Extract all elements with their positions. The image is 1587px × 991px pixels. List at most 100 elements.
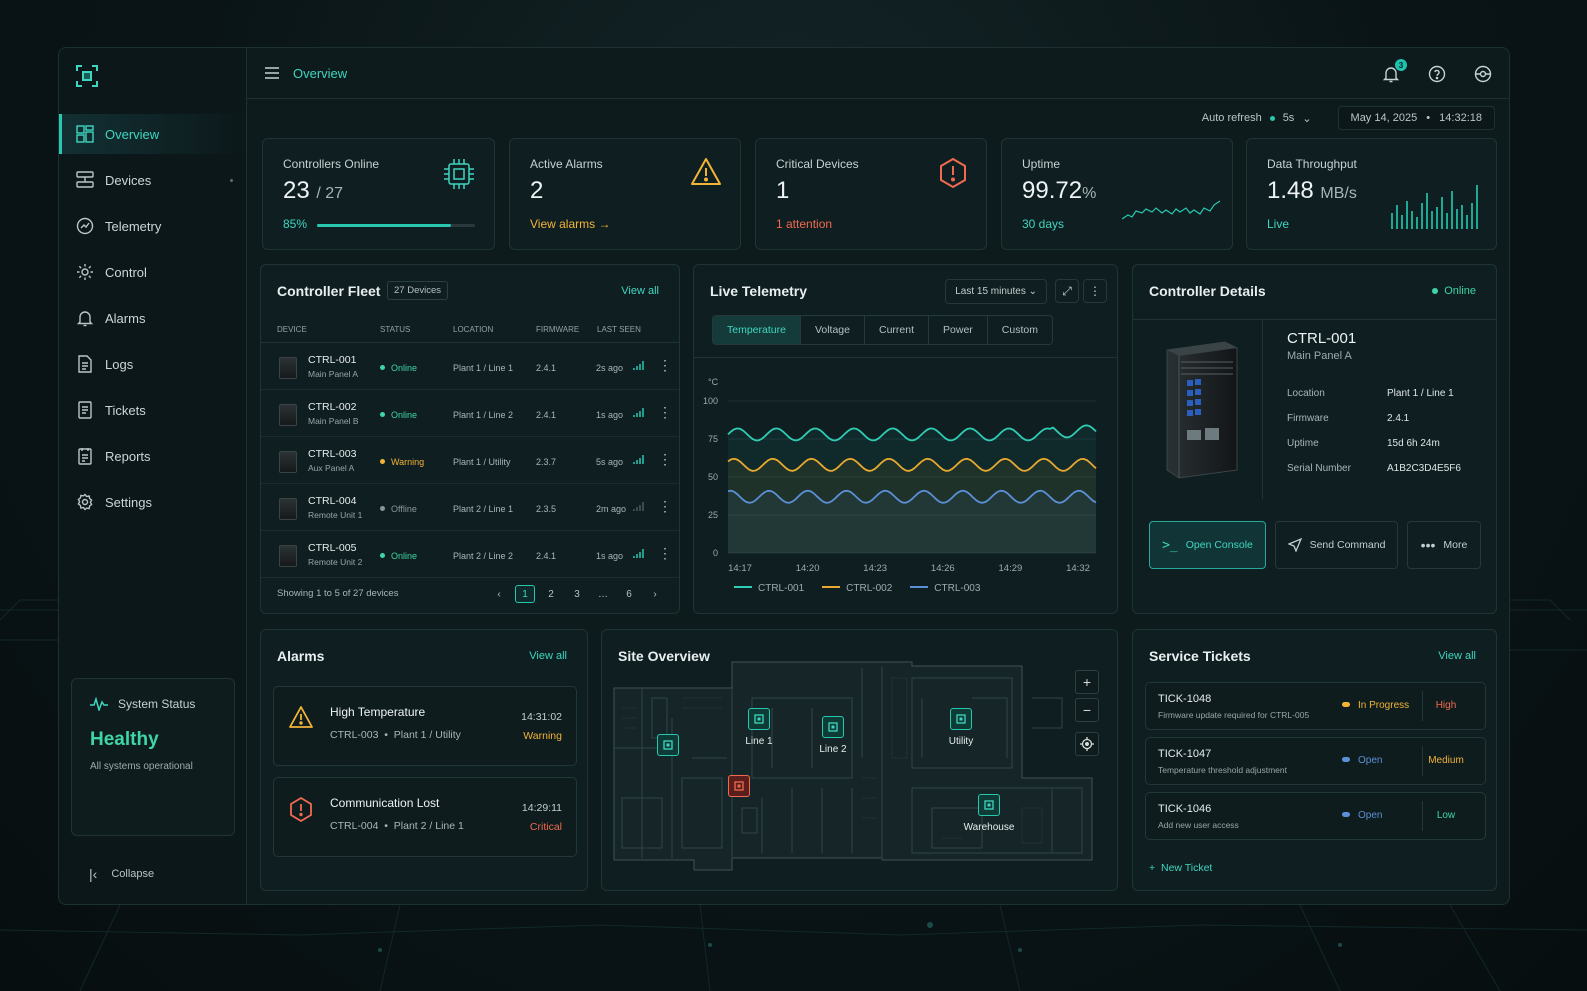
chevron-down-icon: ⌄ [1302, 112, 1312, 125]
page-button[interactable]: 6 [626, 588, 632, 600]
uptime-value: 99.72 [1022, 177, 1083, 204]
next-page-button[interactable]: › [653, 588, 657, 600]
view-alarms-link[interactable]: View alarms → [530, 217, 611, 231]
menu-icon[interactable] [265, 67, 279, 79]
fleet-view-all-link[interactable]: View all [621, 285, 659, 297]
status-dot [1432, 288, 1439, 294]
device-marker[interactable] [748, 708, 770, 730]
controller-details-panel: Controller Details Online CTRL-001 Main … [1132, 264, 1497, 614]
sidebar-item-overview[interactable]: Overview [59, 114, 247, 154]
new-ticket-button[interactable]: + New Ticket [1149, 862, 1212, 874]
ticket-item[interactable]: TICK-1048 Firmware update required for CT… [1145, 682, 1486, 730]
kpi-data-throughput[interactable]: Data Throughput 1.48 MB/s Live [1246, 138, 1497, 250]
ticket-item[interactable]: TICK-1046 Add new user access Open Low [1145, 792, 1486, 840]
tab-custom[interactable]: Custom [1001, 324, 1038, 336]
device-marker[interactable] [950, 708, 972, 730]
kpi-critical-devices[interactable]: Critical Devices 1 1 attention [755, 138, 987, 250]
device-marker[interactable] [822, 716, 844, 738]
chevron-down-icon: ⌄ [1028, 286, 1037, 297]
status-dot [380, 459, 385, 464]
device-location: Plant 1 / Line 2 [453, 410, 514, 420]
help-button[interactable] [1425, 62, 1449, 86]
prev-page-button[interactable]: ‹ [497, 588, 501, 600]
critical-device-marker[interactable] [728, 775, 750, 797]
sidebar-item-settings[interactable]: Settings [59, 482, 247, 522]
notification-badge: 3 [1395, 59, 1407, 71]
device-last-seen: 1s ago [596, 551, 624, 561]
row-menu-button[interactable]: ⋮ [658, 545, 672, 561]
datetime-display: May 14, 2025 • 14:32:18 [1337, 106, 1495, 130]
sidebar-item-alarms[interactable]: Alarms [59, 298, 247, 338]
new-ticket-label: New Ticket [1160, 862, 1213, 874]
page-button[interactable]: 3 [574, 588, 580, 600]
locate-button[interactable] [1075, 732, 1099, 756]
kpi-label: Critical Devices [776, 157, 859, 171]
device-name: CTRL-004 [308, 495, 357, 507]
sidebar-item-tickets[interactable]: Tickets [59, 390, 247, 430]
zoom-in-button[interactable]: + [1075, 670, 1099, 694]
table-row[interactable]: CTRL-004 Remote Unit 1 Offline Plant 2 / Li… [261, 485, 679, 531]
warning-icon [691, 158, 721, 185]
pagination: ‹ 1 2 3 … 6 › [489, 585, 665, 603]
open-console-button[interactable]: >_ Open Console [1149, 521, 1266, 569]
auto-refresh-control[interactable]: Auto refresh 5s ⌄ [1202, 112, 1312, 125]
table-row[interactable]: CTRL-005 Remote Unit 2 Online Plant 2 / Lin… [261, 532, 679, 578]
terminal-icon: >_ [1162, 537, 1178, 553]
device-marker[interactable] [978, 794, 1000, 816]
tab-temperature[interactable]: Temperature [713, 316, 801, 344]
app-logo-icon[interactable] [75, 64, 99, 88]
send-command-label: Send Command [1309, 539, 1386, 551]
time-range-select[interactable]: Last 15 minutes ⌄ [945, 279, 1047, 304]
sidebar-item-control[interactable]: Control [59, 252, 247, 292]
row-menu-button[interactable]: ⋮ [658, 404, 672, 420]
status-badge: Offline [380, 504, 417, 514]
kpi-controllers-online[interactable]: Controllers Online 23 / 27 85% [262, 138, 495, 250]
sidebar-item-telemetry[interactable]: Telemetry [59, 206, 247, 246]
table-row[interactable]: CTRL-001 Main Panel A Online Plant 1 / Line… [261, 344, 679, 390]
row-menu-button[interactable]: ⋮ [658, 451, 672, 467]
sidebar-item-reports[interactable]: Reports [59, 436, 247, 476]
kpi-uptime[interactable]: Uptime 99.72% 30 days [1001, 138, 1233, 250]
more-options-button[interactable]: ⋮ [1083, 279, 1107, 303]
controller-id: CTRL-001 [1287, 330, 1357, 347]
sidebar-item-devices[interactable]: Devices [59, 160, 247, 200]
page-button[interactable]: 2 [548, 588, 554, 600]
x-tick-label: 14:29 [999, 563, 1023, 571]
legend-item-ctrl-003: CTRL-003 [910, 583, 980, 594]
status-dot [380, 365, 385, 370]
sidebar-item-logs[interactable]: Logs [59, 344, 247, 384]
row-menu-button[interactable]: ⋮ [658, 498, 672, 514]
more-button[interactable]: ••• More [1407, 521, 1481, 569]
ticket-id: TICK-1046 [1158, 803, 1212, 815]
page-button[interactable]: 1 [515, 585, 535, 603]
expand-button[interactable]: ⤢ [1055, 279, 1079, 303]
kpi-label: Active Alarms [530, 157, 603, 171]
zoom-out-button[interactable]: − [1075, 698, 1099, 722]
tab-current[interactable]: Current [865, 316, 930, 344]
device-name: CTRL-003 [308, 448, 357, 460]
ticket-item[interactable]: TICK-1047 Temperature threshold adjustmen… [1145, 737, 1486, 785]
tab-voltage[interactable]: Voltage [801, 316, 865, 344]
kpi-active-alarms[interactable]: Active Alarms 2 View alarms → [509, 138, 741, 250]
row-menu-button[interactable]: ⋮ [658, 357, 672, 373]
crosshair-icon [1080, 737, 1094, 751]
ticket-description: Firmware update required for CTRL-005 [1158, 710, 1310, 720]
alarms-view-all-link[interactable]: View all [529, 650, 567, 662]
series-line [727, 424, 1097, 442]
status-badge: Online [380, 551, 417, 561]
x-tick-label: 14:26 [931, 563, 955, 571]
device-marker[interactable] [657, 734, 679, 756]
tab-power[interactable]: Power [929, 316, 988, 344]
collapse-button[interactable]: |‹ Collapse [89, 866, 154, 882]
send-command-button[interactable]: Send Command [1275, 521, 1398, 569]
notifications-button[interactable]: 3 [1379, 59, 1407, 86]
device-subtitle: Main Panel B [308, 416, 359, 426]
table-row[interactable]: CTRL-002 Main Panel B Online Plant 1 / Line… [261, 391, 679, 437]
alarm-item[interactable]: Communication Lost CTRL-004 • Plant 2 / … [273, 777, 577, 857]
column-header: LAST SEEN [597, 325, 641, 334]
alarm-item[interactable]: High Temperature CTRL-003 • Plant 1 / Ut… [273, 686, 577, 766]
table-row[interactable]: CTRL-003 Aux Panel A Warning Plant 1 / Util… [261, 438, 679, 484]
account-button[interactable] [1471, 62, 1495, 86]
chip-icon [828, 722, 838, 732]
tickets-view-all-link[interactable]: View all [1438, 650, 1476, 662]
